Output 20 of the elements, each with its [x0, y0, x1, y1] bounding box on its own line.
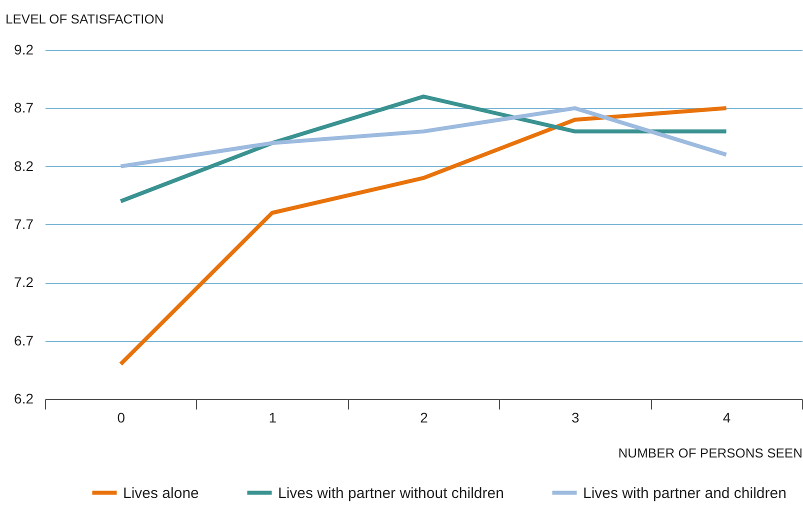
y-tick-label: 8.2	[14, 158, 34, 174]
legend-label: Lives alone	[123, 484, 199, 502]
x-tick-label: 3	[572, 410, 580, 426]
line-series	[118, 106, 728, 366]
y-tick-label: 6.2	[14, 390, 34, 406]
line-series	[118, 94, 728, 204]
legend-label: Lives with partner without children	[278, 484, 504, 502]
x-tick-label: 0	[117, 410, 126, 426]
y-tick-label: 7.2	[14, 274, 34, 290]
x-tick-label: 1	[268, 410, 277, 426]
y-tick-label: 7.7	[14, 216, 34, 232]
y-tick-label: 8.7	[14, 100, 34, 116]
x-tick-label: 4	[722, 410, 731, 426]
line-series	[118, 106, 728, 168]
x-tick-label: 2	[420, 410, 428, 426]
y-tick-label: 9.2	[14, 42, 34, 58]
legend-label: Lives with partner and children	[583, 484, 786, 502]
x-axis-title: NUMBER OF PERSONS SEEN	[618, 446, 802, 460]
y-tick-label: 6.7	[14, 332, 34, 348]
y-axis-title: LEVEL OF SATISFACTION	[6, 12, 164, 26]
